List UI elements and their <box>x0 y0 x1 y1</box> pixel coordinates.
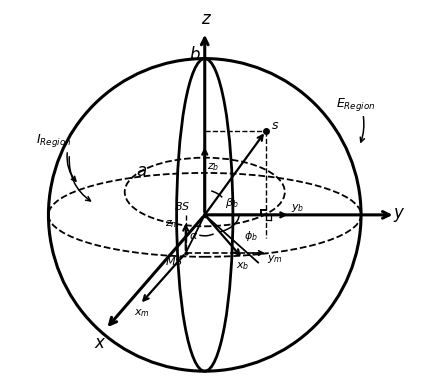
Text: $z_m$: $z_m$ <box>165 218 180 230</box>
Text: $MS$: $MS$ <box>165 255 183 267</box>
Text: $\beta_b$: $\beta_b$ <box>224 197 238 210</box>
Text: $y_b$: $y_b$ <box>291 202 305 214</box>
Text: $x_b$: $x_b$ <box>236 260 249 272</box>
Text: $x_m$: $x_m$ <box>134 307 150 319</box>
Text: $s$: $s$ <box>271 119 279 132</box>
Text: $z_b$: $z_b$ <box>207 161 220 173</box>
Text: $\phi_b$: $\phi_b$ <box>244 229 257 243</box>
Text: $b$: $b$ <box>189 46 201 64</box>
Text: $z$: $z$ <box>201 10 212 28</box>
Text: $BS$: $BS$ <box>174 200 190 212</box>
Text: $x$: $x$ <box>94 334 106 352</box>
Text: $\alpha$: $\alpha$ <box>189 231 198 241</box>
Text: $I_{Region}$: $I_{Region}$ <box>37 132 72 149</box>
Text: $y_m$: $y_m$ <box>268 253 283 265</box>
Text: $a$: $a$ <box>136 162 147 180</box>
Text: $y$: $y$ <box>393 206 405 224</box>
Text: $E_{Region}$: $E_{Region}$ <box>336 96 375 113</box>
